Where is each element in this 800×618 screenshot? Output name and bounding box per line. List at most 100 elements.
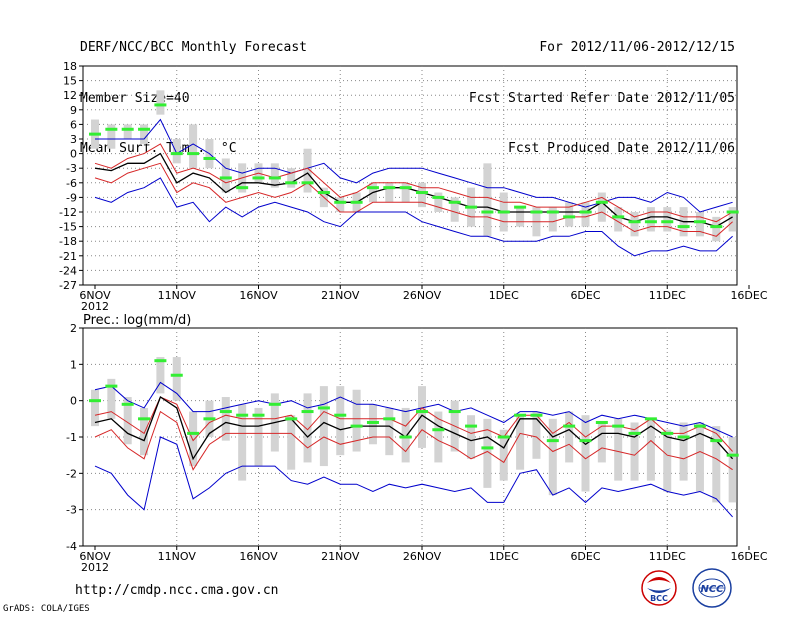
temp-member-range-bar xyxy=(336,197,345,212)
prec-observed-marker xyxy=(432,428,445,432)
prec-observed-marker xyxy=(121,402,134,406)
temp-observed-marker xyxy=(285,181,298,185)
temp-member-range-bar xyxy=(728,207,737,232)
prec-observed-marker xyxy=(563,424,576,428)
temp-observed-marker xyxy=(677,225,690,229)
temp-observed-marker xyxy=(154,103,167,107)
temp-y-tick-label: -21 xyxy=(59,250,77,263)
prec-y-tick-label: 0 xyxy=(70,395,77,408)
temp-member-range-bar xyxy=(630,212,639,237)
prec-member-range-bar xyxy=(172,357,181,401)
prec-observed-marker xyxy=(334,413,347,417)
temp-observed-marker xyxy=(661,220,674,224)
temp-observed-marker xyxy=(465,205,478,209)
prec-observed-marker xyxy=(366,420,379,424)
temp-observed-marker xyxy=(383,186,396,190)
temp-observed-marker xyxy=(187,152,200,156)
temp-y-tick-label: -24 xyxy=(59,264,77,277)
temp-plot-frame xyxy=(82,65,738,286)
prec-member-range-bar xyxy=(336,386,345,456)
temp-member-range-bar xyxy=(418,182,426,208)
temp-observed-marker xyxy=(203,156,216,160)
prec-observed-marker xyxy=(546,439,559,443)
prec-member-range-bar xyxy=(107,378,116,419)
header-right: For 2012/11/06-2012/12/15 Fcst Started R… xyxy=(469,10,735,177)
temp-y-tick-label: -27 xyxy=(59,279,77,292)
temp-member-range-bar xyxy=(123,124,132,139)
prec-observed-marker xyxy=(612,424,625,428)
temp-observed-marker xyxy=(219,176,232,180)
temp-member-range-bar xyxy=(189,124,198,169)
prec-x-tick-label: 16DEC xyxy=(730,550,767,563)
prec-member-range-bar xyxy=(646,418,655,481)
temp-member-range-bar xyxy=(140,124,149,144)
temp-x-tick-label: 1DEC xyxy=(489,289,519,302)
temp-observed-marker xyxy=(612,215,625,219)
temp-y-tick-label: 3 xyxy=(70,133,77,146)
temp-member-range-bar xyxy=(581,202,590,227)
prec-observed-marker xyxy=(497,435,510,439)
temp-member-range-bar xyxy=(156,90,165,115)
temp-observed-marker xyxy=(546,210,559,214)
temp-member-range-bar xyxy=(107,124,116,149)
temp-member-range-bar xyxy=(516,207,525,227)
prec-member-range-bar xyxy=(385,407,394,456)
prec-x-tick-label: 21NOV xyxy=(321,550,360,563)
prec-x-tick-label: 26NOV xyxy=(403,550,442,563)
prec-observed-marker xyxy=(138,417,151,421)
chart-title: DERF/NCC/BCC Monthly Forecast xyxy=(80,40,307,55)
prec-member-range-bar xyxy=(467,415,476,459)
temp-member-range-bar xyxy=(695,212,704,237)
prec-member-range-bar xyxy=(319,386,328,467)
temp-member-range-bar xyxy=(385,182,394,203)
prec-observed-marker xyxy=(481,446,494,450)
temp-observed-marker xyxy=(628,220,641,224)
temp-member-range-bar xyxy=(646,207,655,232)
temp-observed-marker xyxy=(563,215,576,219)
temp-envelope-upper-line xyxy=(95,118,733,213)
prec-member-range-bar xyxy=(368,404,377,445)
prec-member-range-bar xyxy=(679,422,688,481)
prec-member-range-bar xyxy=(140,407,149,456)
temp-member-range-bar xyxy=(450,197,459,222)
temp-observed-marker xyxy=(105,127,118,131)
prec-y-tick-label: -4 xyxy=(66,540,77,553)
prec-y-tick-label: -3 xyxy=(66,504,77,517)
prec-member-range-bar xyxy=(254,407,263,467)
prec-x-year-label: 2012 xyxy=(81,561,109,574)
prec-observed-marker xyxy=(399,435,412,439)
bcc-logo-wave xyxy=(647,588,671,593)
prec-member-range-bar xyxy=(418,386,426,448)
temp-spread-lower-line xyxy=(94,162,733,237)
temp-observed-marker xyxy=(530,210,543,214)
temp-observed-marker xyxy=(170,152,183,156)
prec-observed-marker xyxy=(530,413,543,417)
grads-credit: GrADS: COLA/IGES xyxy=(3,604,90,614)
prec-member-range-bar xyxy=(123,397,132,445)
prec-observed-marker xyxy=(236,413,249,417)
prec-observed-marker xyxy=(726,453,739,457)
prec-ensemble-mean-line xyxy=(94,396,734,461)
temp-member-range-bar xyxy=(172,139,181,164)
temp-member-range-bar xyxy=(614,207,623,232)
prec-observed-marker xyxy=(416,410,428,414)
prec-observed-marker xyxy=(187,431,200,435)
prec-member-range-bar xyxy=(695,422,704,492)
prec-member-range-bar xyxy=(565,411,574,463)
prec-member-range-bar xyxy=(630,422,639,481)
prec-x-tick-label: 16NOV xyxy=(239,550,278,563)
prec-x-tick-label: 1DEC xyxy=(489,550,519,563)
temp-observed-marker xyxy=(481,210,494,214)
prec-x-tick-label: 11NOV xyxy=(158,550,197,563)
prec-observed-marker xyxy=(285,417,298,421)
bcc-logo-text: BCC xyxy=(650,594,668,603)
source-url: http://cmdp.ncc.cma.gov.cn xyxy=(75,583,279,598)
prec-observed-marker xyxy=(595,420,608,424)
temp-member-range-bar xyxy=(712,216,721,242)
prec-member-range-bar xyxy=(663,429,672,492)
prec-observed-marker xyxy=(448,410,461,414)
temp-y-tick-label: 18 xyxy=(63,60,77,73)
prec-member-range-bar xyxy=(401,407,410,463)
temp-member-range-bar xyxy=(483,163,492,237)
temp-x-tick-label: 6DEC xyxy=(570,289,600,302)
